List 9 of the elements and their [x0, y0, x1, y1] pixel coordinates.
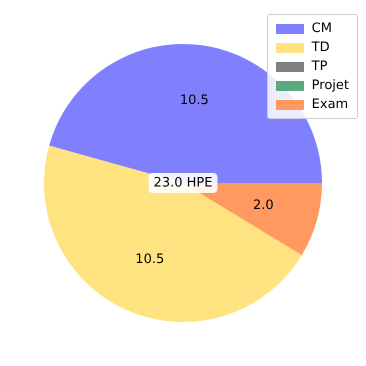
data-label: 2.0: [252, 198, 274, 213]
text: 23.0 HPE: [154, 175, 212, 190]
legend-label: Projet: [312, 78, 349, 93]
data-label: 10.5: [180, 92, 209, 108]
legend-label: TD: [312, 40, 330, 55]
legend-label: Exam: [312, 97, 348, 112]
data-label: 10.5: [135, 252, 164, 267]
legend-label: TP: [312, 59, 328, 74]
legend-label: CM: [312, 21, 332, 36]
